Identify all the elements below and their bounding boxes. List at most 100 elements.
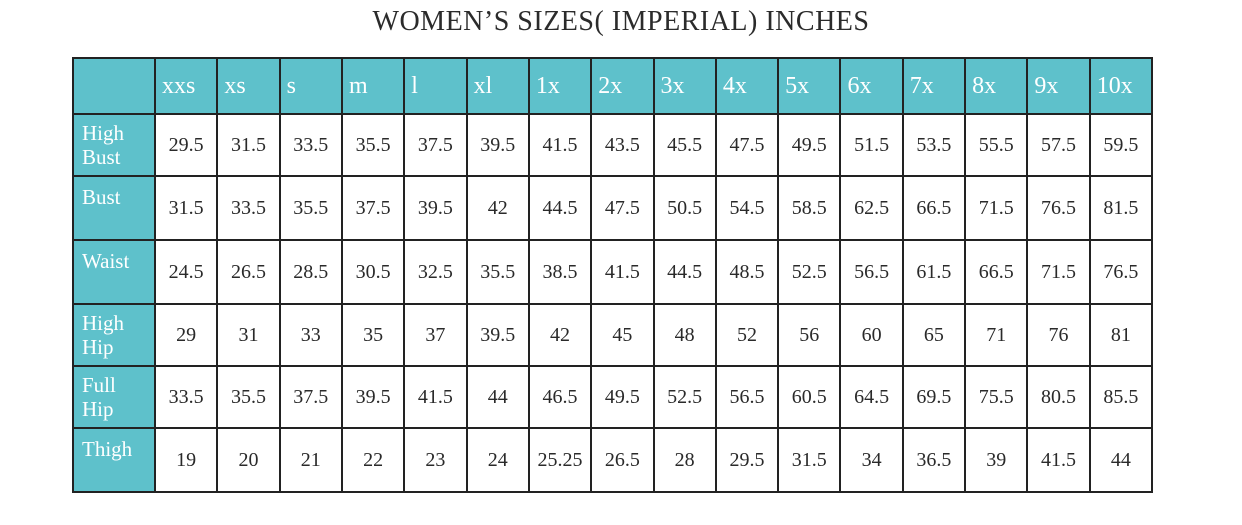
table-cell: 59.5 xyxy=(1088,113,1154,177)
table-cell: 81 xyxy=(1088,303,1154,367)
size-header-3x: 3x xyxy=(652,57,717,115)
table-cell: 22 xyxy=(340,427,406,493)
table-cell: 28 xyxy=(652,427,717,493)
size-header-10x: 10x xyxy=(1088,57,1154,115)
size-header-4x: 4x xyxy=(714,57,780,115)
table-cell: 31.5 xyxy=(216,113,281,177)
table-cell: 55.5 xyxy=(964,113,1029,177)
size-header-2x: 2x xyxy=(590,57,655,115)
table-cell: 31 xyxy=(216,303,281,367)
table-cell: 51.5 xyxy=(839,113,904,177)
table-cell: 56 xyxy=(777,303,842,367)
table-cell: 33.5 xyxy=(216,175,281,241)
table-cell: 53.5 xyxy=(901,113,967,177)
table-cell: 60.5 xyxy=(777,365,842,429)
table-cell: 32.5 xyxy=(403,239,468,305)
size-table: xxs xs s m l xl 1x 2x 3x 4x 5x 6x 7x 8x 9x 10x High Bust… xyxy=(72,57,1154,493)
table-cell: 71 xyxy=(964,303,1029,367)
table-cell: 33.5 xyxy=(278,113,343,177)
measurement-label: High Bust xyxy=(72,113,156,177)
table-cell: 49.5 xyxy=(777,113,842,177)
size-header-l: l xyxy=(403,57,468,115)
table-cell: 57.5 xyxy=(1026,113,1091,177)
measurement-label: Waist xyxy=(72,239,156,305)
table-cell: 23 xyxy=(403,427,468,493)
table-cell: 43.5 xyxy=(590,113,655,177)
table-cell: 60 xyxy=(839,303,904,367)
table-cell: 76.5 xyxy=(1088,239,1154,305)
table-cell: 39.5 xyxy=(340,365,406,429)
measurement-label: Thigh xyxy=(72,427,156,493)
measurement-label: Full Hip xyxy=(72,365,156,429)
table-cell: 66.5 xyxy=(901,175,967,241)
table-cell: 31.5 xyxy=(153,175,219,241)
table-cell: 42 xyxy=(465,175,530,241)
table-cell: 46.5 xyxy=(527,365,593,429)
size-header-7x: 7x xyxy=(901,57,967,115)
table-cell: 71.5 xyxy=(964,175,1029,241)
table-cell: 47.5 xyxy=(590,175,655,241)
table-cell: 39.5 xyxy=(465,113,530,177)
table-cell: 80.5 xyxy=(1026,365,1091,429)
table-cell: 24 xyxy=(465,427,530,493)
chart-title: WOMEN’S SIZES( IMPERIAL) INCHES xyxy=(372,6,870,37)
table-cell: 20 xyxy=(216,427,281,493)
table-cell: 45.5 xyxy=(652,113,717,177)
size-header-9x: 9x xyxy=(1026,57,1091,115)
table-cell: 85.5 xyxy=(1088,365,1154,429)
size-header-m: m xyxy=(340,57,406,115)
table-cell: 38.5 xyxy=(527,239,593,305)
table-cell: 26.5 xyxy=(216,239,281,305)
table-cell: 35.5 xyxy=(278,175,343,241)
table-row: Waist 24.5 26.5 28.5 30.5 32.5 35.5 38.5 41.5 44.… xyxy=(72,239,1154,305)
table-cell: 35.5 xyxy=(465,239,530,305)
table-cell: 49.5 xyxy=(590,365,655,429)
table-cell: 28.5 xyxy=(278,239,343,305)
table-row: Thigh 19 20 21 22 23 24 25.25 26.5 28 29.5 31.5 34 36… xyxy=(72,427,1154,493)
size-header-row: xxs xs s m l xl 1x 2x 3x 4x 5x 6x 7x 8x 9x 10x xyxy=(72,57,1154,115)
table-cell: 37.5 xyxy=(403,113,468,177)
table-cell: 54.5 xyxy=(714,175,780,241)
table-cell: 29.5 xyxy=(153,113,219,177)
table-cell: 75.5 xyxy=(964,365,1029,429)
table-cell: 29.5 xyxy=(714,427,780,493)
table-cell: 41.5 xyxy=(403,365,468,429)
table-cell: 19 xyxy=(153,427,219,493)
table-cell: 56.5 xyxy=(714,365,780,429)
table-cell: 39.5 xyxy=(403,175,468,241)
table-cell: 81.5 xyxy=(1088,175,1154,241)
table-cell: 62.5 xyxy=(839,175,904,241)
table-cell: 47.5 xyxy=(714,113,780,177)
table-cell: 35.5 xyxy=(216,365,281,429)
table-cell: 69.5 xyxy=(901,365,967,429)
size-header-8x: 8x xyxy=(964,57,1029,115)
table-row: Full Hip 33.5 35.5 37.5 39.5 41.5 44 46.5 49.5 52.… xyxy=(72,365,1154,429)
table-cell: 35.5 xyxy=(340,113,406,177)
table-cell: 45 xyxy=(590,303,655,367)
table-cell: 41.5 xyxy=(527,113,593,177)
table-cell: 52.5 xyxy=(652,365,717,429)
table-cell: 33.5 xyxy=(153,365,219,429)
table-cell: 25.25 xyxy=(527,427,593,493)
table-cell: 56.5 xyxy=(839,239,904,305)
table-cell: 50.5 xyxy=(652,175,717,241)
table-cell: 64.5 xyxy=(839,365,904,429)
size-header-6x: 6x xyxy=(839,57,904,115)
table-cell: 41.5 xyxy=(1026,427,1091,493)
table-cell: 44.5 xyxy=(652,239,717,305)
table-cell: 39.5 xyxy=(465,303,530,367)
table-cell: 42 xyxy=(527,303,593,367)
table-cell: 44.5 xyxy=(527,175,593,241)
table-cell: 52.5 xyxy=(777,239,842,305)
size-header-xl: xl xyxy=(465,57,530,115)
size-header-5x: 5x xyxy=(777,57,842,115)
table-cell: 65 xyxy=(901,303,967,367)
measurement-label: Bust xyxy=(72,175,156,241)
measurement-label: High Hip xyxy=(72,303,156,367)
table-cell: 66.5 xyxy=(964,239,1029,305)
table-cell: 44 xyxy=(1088,427,1154,493)
table-cell: 29 xyxy=(153,303,219,367)
corner-cell xyxy=(72,57,156,115)
table-cell: 71.5 xyxy=(1026,239,1091,305)
table-cell: 30.5 xyxy=(340,239,406,305)
